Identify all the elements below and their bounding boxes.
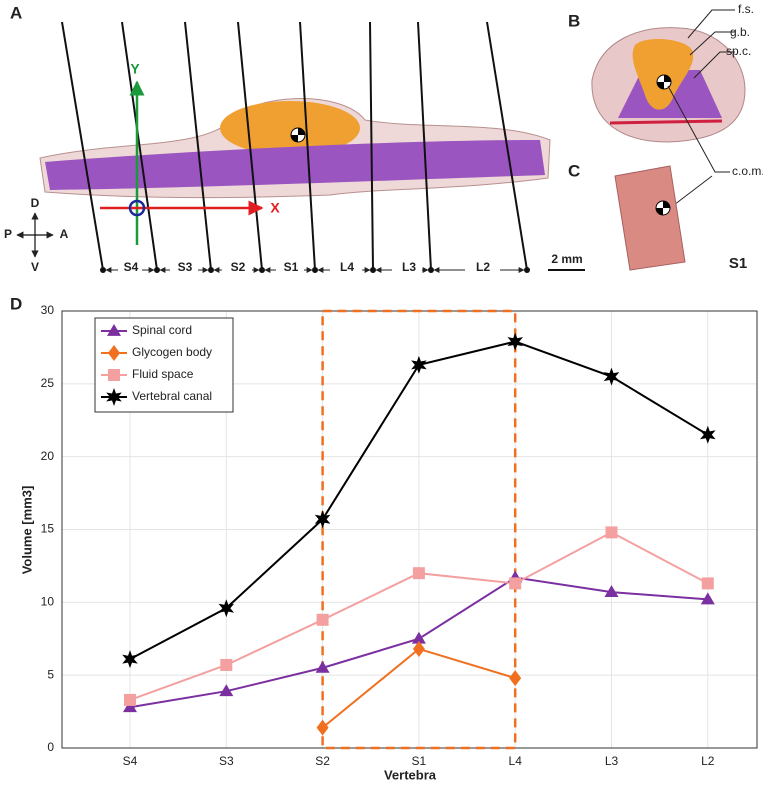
marker <box>220 658 233 671</box>
marker <box>315 660 330 673</box>
panel-b: B f.s. g.b. sp.c. <box>568 2 754 209</box>
y-tick-label: 30 <box>41 303 55 317</box>
marker <box>605 526 618 539</box>
marker <box>411 631 426 644</box>
y-axis-title: Volume [mm3] <box>19 486 34 575</box>
x-axis <box>609 119 723 125</box>
scale-label: 2 mm <box>551 252 582 266</box>
direction: A <box>60 227 69 241</box>
marker <box>314 510 331 529</box>
legend: Spinal cord Glycogen body Fluid space Verte… <box>94 317 234 413</box>
axis-label: X <box>270 200 280 216</box>
glycogen-body <box>632 38 694 110</box>
panel-label: A <box>10 3 22 22</box>
level-label: S3 <box>178 260 193 274</box>
level-label: L3 <box>402 260 416 274</box>
x-axis-title: Vertebra <box>384 767 437 782</box>
marker <box>218 599 235 618</box>
legend-marker <box>107 324 121 336</box>
legend-label: Vertebral canal <box>132 389 212 403</box>
level-label: L2 <box>476 260 490 274</box>
direction: P <box>4 227 12 241</box>
marker <box>219 684 234 697</box>
marker <box>122 650 138 669</box>
level-label: S4 <box>124 260 139 274</box>
y-tick-label: 20 <box>41 449 55 463</box>
marker <box>509 670 522 687</box>
marker <box>316 719 329 736</box>
legend-marker <box>106 388 122 406</box>
panel-c: C c.o.m. 2 mm S1 <box>548 161 763 272</box>
level-label: S1 <box>284 260 299 274</box>
x-tick-label: S3 <box>219 754 234 768</box>
x-tick-label: L3 <box>605 754 619 768</box>
legend-label: Glycogen body <box>132 345 212 359</box>
highlight-box <box>321 309 517 750</box>
annotation: sp.c. <box>726 44 751 58</box>
legend-marker <box>108 345 120 361</box>
com-symbol <box>655 200 671 216</box>
level-label: L4 <box>340 260 354 274</box>
y-tick-label: 10 <box>41 595 55 609</box>
x-tick-label: L2 <box>701 754 715 768</box>
x-tick-label: S1 <box>412 754 427 768</box>
leader-lines <box>667 9 735 209</box>
annotation: g.b. <box>730 25 750 39</box>
annotation: c.o.m. <box>732 164 763 178</box>
direction: V <box>31 260 39 274</box>
vertebra-lines <box>61 21 528 271</box>
y-tick-label: 5 <box>47 667 54 681</box>
legend-label: Spinal cord <box>132 323 192 337</box>
y-tick-label: 15 <box>41 522 55 536</box>
level-label: S2 <box>231 260 246 274</box>
spinal-cord <box>45 140 545 190</box>
level-label: S1 <box>729 255 747 272</box>
marker <box>412 567 425 580</box>
marker <box>412 640 425 657</box>
marker <box>604 585 619 598</box>
x-tick-label: S4 <box>123 754 138 768</box>
y-tick-label: 0 <box>47 740 54 754</box>
panel-label: D <box>10 294 22 313</box>
x-tick-label: L4 <box>509 754 523 768</box>
marker <box>700 425 716 444</box>
panel-label: B <box>568 11 580 30</box>
marker <box>603 367 620 386</box>
axis-label: Y <box>130 61 140 77</box>
panel-a: A S4 S3 S2 S1 L4 L3 L2 <box>4 3 551 274</box>
panel-label: C <box>568 161 580 180</box>
com-symbol <box>290 127 306 143</box>
chart: D Vertebra Volume [mm3] 0 5 10 15 20 25 30 S4 S3… <box>10 294 758 782</box>
marker <box>316 613 329 626</box>
marker <box>509 577 522 590</box>
glycogen-body <box>220 101 360 155</box>
y-tick-label: 25 <box>41 376 55 390</box>
legend-label: Fluid space <box>132 367 194 381</box>
annotation: f.s. <box>738 2 754 16</box>
marker <box>700 592 715 605</box>
marker <box>411 355 427 374</box>
com-symbol <box>656 74 672 90</box>
x-tick-label: S2 <box>315 754 330 768</box>
marker <box>701 577 714 590</box>
tissue-image <box>614 165 686 271</box>
origin <box>128 199 146 217</box>
compass <box>16 212 54 258</box>
marker <box>123 700 137 713</box>
marker <box>507 332 523 351</box>
marker <box>124 693 136 706</box>
legend-marker <box>108 369 120 381</box>
direction: D <box>31 196 40 210</box>
level-dots <box>100 267 530 273</box>
